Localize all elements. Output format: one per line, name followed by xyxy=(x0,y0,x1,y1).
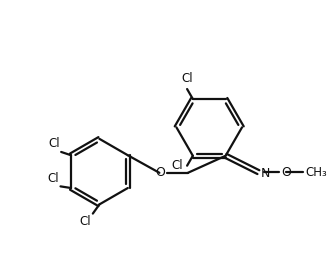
Text: O: O xyxy=(281,166,291,179)
Text: Cl: Cl xyxy=(172,159,183,172)
Text: Cl: Cl xyxy=(80,215,91,228)
Text: Cl: Cl xyxy=(181,72,193,85)
Text: Cl: Cl xyxy=(48,137,59,150)
Text: Cl: Cl xyxy=(47,172,59,185)
Text: CH₃: CH₃ xyxy=(305,166,327,179)
Text: N: N xyxy=(261,167,270,180)
Text: O: O xyxy=(155,166,165,179)
